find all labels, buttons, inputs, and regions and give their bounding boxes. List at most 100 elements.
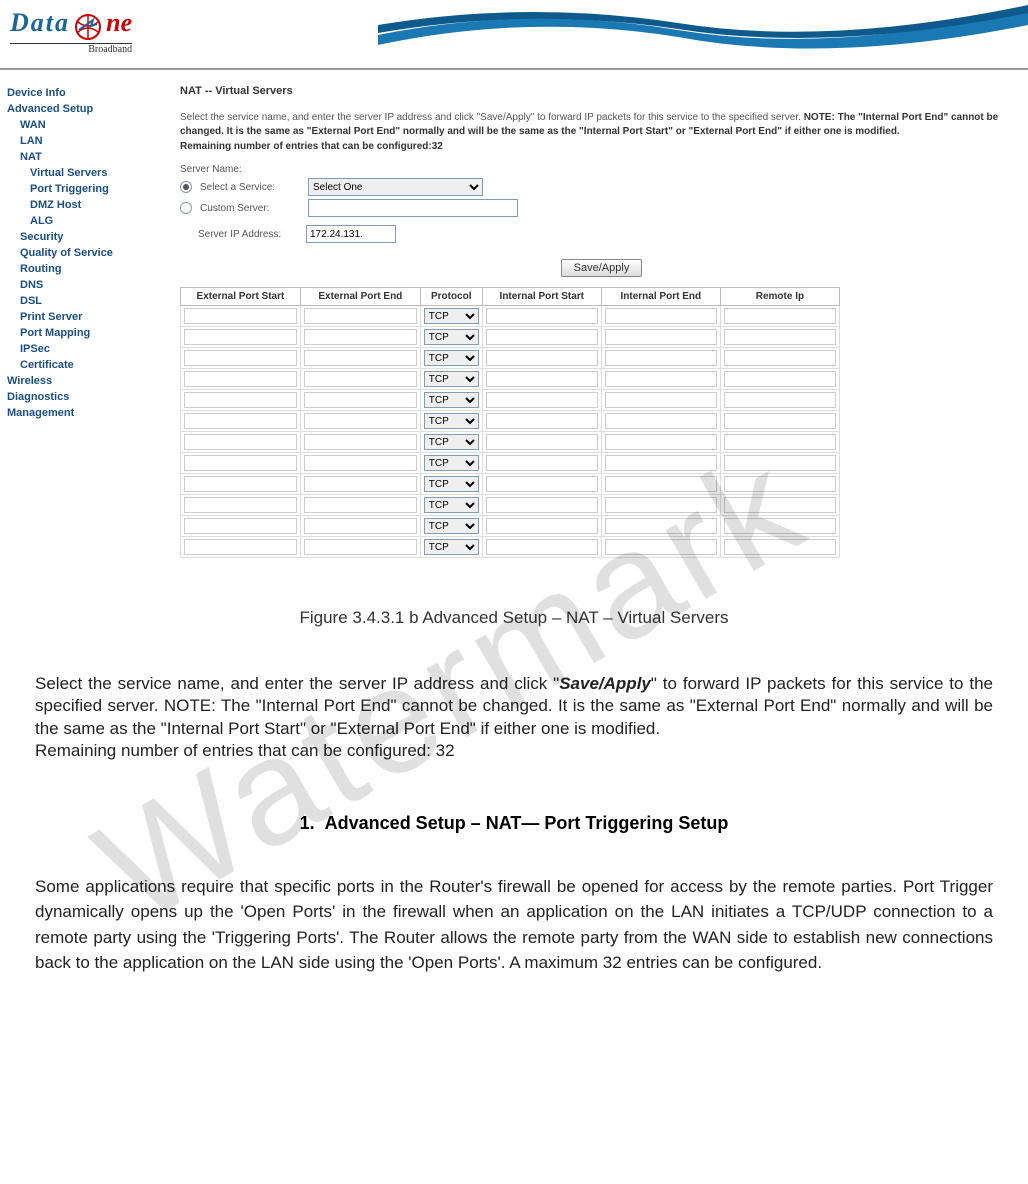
port-cell-input[interactable] [184, 539, 297, 555]
sidebar-item-nat[interactable]: NAT [5, 149, 155, 165]
port-cell-input[interactable] [605, 392, 717, 408]
port-cell-input[interactable] [724, 497, 836, 513]
protocol-select[interactable]: TCP [424, 434, 479, 450]
port-cell-input[interactable] [724, 455, 836, 471]
port-cell-input[interactable] [724, 371, 836, 387]
protocol-select[interactable]: TCP [424, 371, 479, 387]
port-cell-input[interactable] [184, 350, 297, 366]
protocol-select[interactable]: TCP [424, 455, 479, 471]
server-ip-input[interactable] [306, 225, 396, 243]
port-cell-input[interactable] [605, 350, 717, 366]
port-cell-input[interactable] [724, 392, 836, 408]
port-cell-input[interactable] [184, 392, 297, 408]
sidebar-item-diagnostics[interactable]: Diagnostics [5, 389, 155, 405]
port-cell-input[interactable] [304, 308, 417, 324]
port-cell-input[interactable] [304, 497, 417, 513]
sidebar-item-wan[interactable]: WAN [5, 117, 155, 133]
port-cell-input[interactable] [184, 476, 297, 492]
port-cell-input[interactable] [605, 413, 717, 429]
port-cell-input[interactable] [304, 455, 417, 471]
custom-server-radio[interactable] [180, 202, 192, 214]
port-cell-input[interactable] [486, 350, 598, 366]
port-cell-input[interactable] [486, 413, 598, 429]
protocol-select[interactable]: TCP [424, 476, 479, 492]
port-cell-input[interactable] [486, 518, 598, 534]
port-cell-input[interactable] [724, 476, 836, 492]
port-cell-input[interactable] [486, 434, 598, 450]
port-cell-input[interactable] [486, 455, 598, 471]
port-cell-input[interactable] [184, 434, 297, 450]
port-cell-input[interactable] [605, 518, 717, 534]
port-cell-input[interactable] [184, 329, 297, 345]
sidebar-item-print-server[interactable]: Print Server [5, 309, 155, 325]
protocol-select[interactable]: TCP [424, 350, 479, 366]
protocol-select[interactable]: TCP [424, 497, 479, 513]
port-cell-input[interactable] [304, 350, 417, 366]
port-cell-input[interactable] [605, 329, 717, 345]
sidebar-item-dsl[interactable]: DSL [5, 293, 155, 309]
protocol-select[interactable]: TCP [424, 518, 479, 534]
protocol-select[interactable]: TCP [424, 539, 479, 555]
port-cell-input[interactable] [724, 308, 836, 324]
port-cell-input[interactable] [486, 371, 598, 387]
port-cell-input[interactable] [724, 539, 836, 555]
sidebar-item-alg[interactable]: ALG [5, 213, 155, 229]
port-cell-input[interactable] [184, 413, 297, 429]
protocol-select[interactable]: TCP [424, 392, 479, 408]
port-cell-input[interactable] [304, 539, 417, 555]
port-cell-input[interactable] [184, 497, 297, 513]
protocol-select[interactable]: TCP [424, 308, 479, 324]
save-apply-button[interactable]: Save/Apply [561, 259, 643, 277]
port-cell-input[interactable] [605, 371, 717, 387]
sidebar-item-port-mapping[interactable]: Port Mapping [5, 325, 155, 341]
table-row: TCP [181, 411, 840, 432]
port-cell-input[interactable] [724, 518, 836, 534]
port-cell-input[interactable] [605, 476, 717, 492]
protocol-select[interactable]: TCP [424, 413, 479, 429]
port-cell-input[interactable] [304, 329, 417, 345]
sidebar-item-advanced-setup[interactable]: Advanced Setup [5, 101, 155, 117]
sidebar-item-quality-of-service[interactable]: Quality of Service [5, 245, 155, 261]
port-cell-input[interactable] [486, 539, 598, 555]
sidebar-item-virtual-servers[interactable]: Virtual Servers [5, 165, 155, 181]
port-cell-input[interactable] [605, 308, 717, 324]
port-cell-input[interactable] [724, 434, 836, 450]
custom-server-input[interactable] [308, 199, 518, 217]
sidebar-item-routing[interactable]: Routing [5, 261, 155, 277]
port-cell-input[interactable] [486, 476, 598, 492]
port-cell-input[interactable] [486, 497, 598, 513]
port-cell-input[interactable] [304, 413, 417, 429]
port-cell-input[interactable] [724, 350, 836, 366]
port-cell-input[interactable] [724, 329, 836, 345]
port-cell-input[interactable] [184, 455, 297, 471]
sidebar-item-security[interactable]: Security [5, 229, 155, 245]
sidebar-item-port-triggering[interactable]: Port Triggering [5, 181, 155, 197]
port-cell-input[interactable] [304, 434, 417, 450]
sidebar-item-dns[interactable]: DNS [5, 277, 155, 293]
select-service-radio[interactable] [180, 181, 192, 193]
port-cell-input[interactable] [486, 308, 598, 324]
port-cell-input[interactable] [605, 455, 717, 471]
sidebar-item-management[interactable]: Management [5, 405, 155, 421]
port-cell-input[interactable] [304, 371, 417, 387]
sidebar-item-device-info[interactable]: Device Info [5, 85, 155, 101]
port-cell-input[interactable] [304, 392, 417, 408]
protocol-select[interactable]: TCP [424, 329, 479, 345]
port-cell-input[interactable] [605, 434, 717, 450]
port-cell-input[interactable] [304, 518, 417, 534]
port-cell-input[interactable] [304, 476, 417, 492]
sidebar-item-certificate[interactable]: Certificate [5, 357, 155, 373]
service-select[interactable]: Select One [308, 178, 483, 196]
port-cell-input[interactable] [486, 329, 598, 345]
port-cell-input[interactable] [486, 392, 598, 408]
port-cell-input[interactable] [184, 371, 297, 387]
sidebar-item-lan[interactable]: LAN [5, 133, 155, 149]
port-cell-input[interactable] [724, 413, 836, 429]
port-cell-input[interactable] [605, 539, 717, 555]
port-cell-input[interactable] [605, 497, 717, 513]
sidebar-item-wireless[interactable]: Wireless [5, 373, 155, 389]
port-cell-input[interactable] [184, 518, 297, 534]
sidebar-item-dmz-host[interactable]: DMZ Host [5, 197, 155, 213]
port-cell-input[interactable] [184, 308, 297, 324]
sidebar-item-ipsec[interactable]: IPSec [5, 341, 155, 357]
